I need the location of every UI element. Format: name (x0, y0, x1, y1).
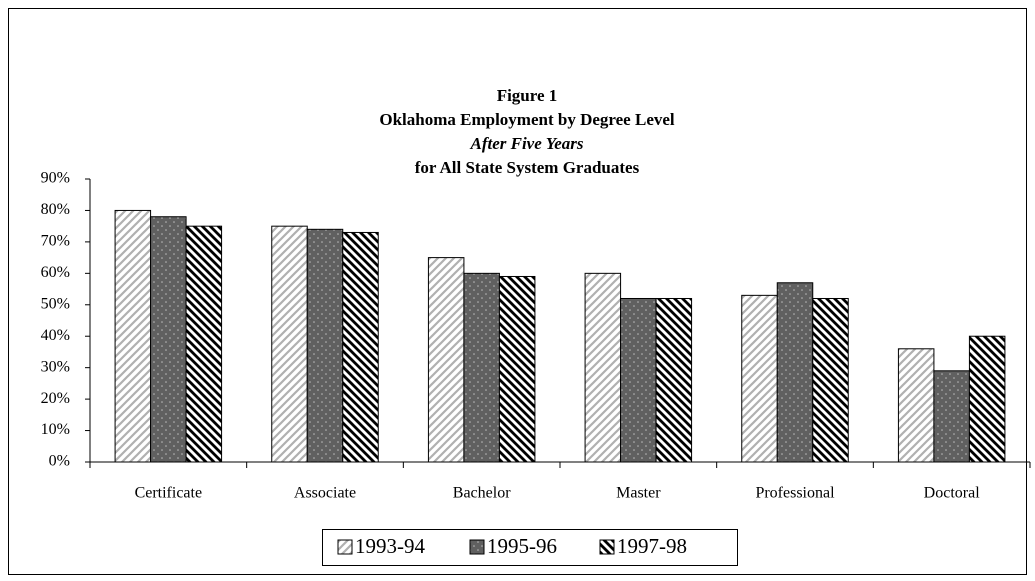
x-tick-label: Professional (755, 485, 835, 502)
legend-box (322, 529, 738, 566)
bar (776, 282, 814, 463)
chart-title: Figure 1 (497, 86, 558, 105)
bar (968, 335, 1006, 463)
bar (584, 272, 622, 463)
legend-swatch (469, 539, 485, 555)
bar (498, 275, 536, 463)
y-tick-label: 0% (49, 453, 70, 470)
chart-subtitle: After Five Years (469, 134, 583, 153)
bar (655, 297, 693, 463)
x-tick-label: Certificate (135, 485, 203, 502)
y-tick-label: 20% (41, 390, 70, 407)
bar (342, 231, 379, 463)
y-tick-label: 60% (41, 264, 70, 281)
y-tick-label: 50% (41, 295, 70, 312)
x-tick-label: Bachelor (453, 485, 511, 502)
bar (150, 216, 187, 463)
y-tick-label: 10% (41, 421, 70, 438)
y-tick-label: 90% (41, 170, 70, 187)
bar (114, 209, 152, 463)
legend-swatch (337, 539, 353, 555)
y-tick-label: 30% (41, 358, 70, 375)
bar (271, 225, 308, 463)
chart-title: Oklahoma Employment by Degree Level (379, 110, 675, 129)
bar (463, 272, 500, 463)
bar (933, 370, 970, 463)
y-tick-label: 70% (41, 233, 70, 250)
y-tick-label: 40% (41, 327, 70, 344)
y-tick-label: 80% (41, 201, 70, 218)
bar (897, 348, 935, 463)
x-tick-label: Master (616, 485, 661, 502)
legend-swatch (599, 539, 615, 555)
x-tick-label: Associate (294, 485, 356, 502)
bar (741, 294, 778, 463)
bar (427, 257, 465, 463)
bar (185, 225, 223, 463)
legend-label: 1995-96 (487, 534, 557, 558)
legend-label: 1997-98 (617, 534, 687, 558)
x-tick-label: Doctoral (924, 485, 981, 502)
chart-subtitle: for All State System Graduates (415, 158, 640, 177)
bar (306, 228, 344, 463)
bar (812, 297, 849, 463)
legend-label: 1993-94 (355, 534, 425, 558)
bar (620, 297, 657, 463)
